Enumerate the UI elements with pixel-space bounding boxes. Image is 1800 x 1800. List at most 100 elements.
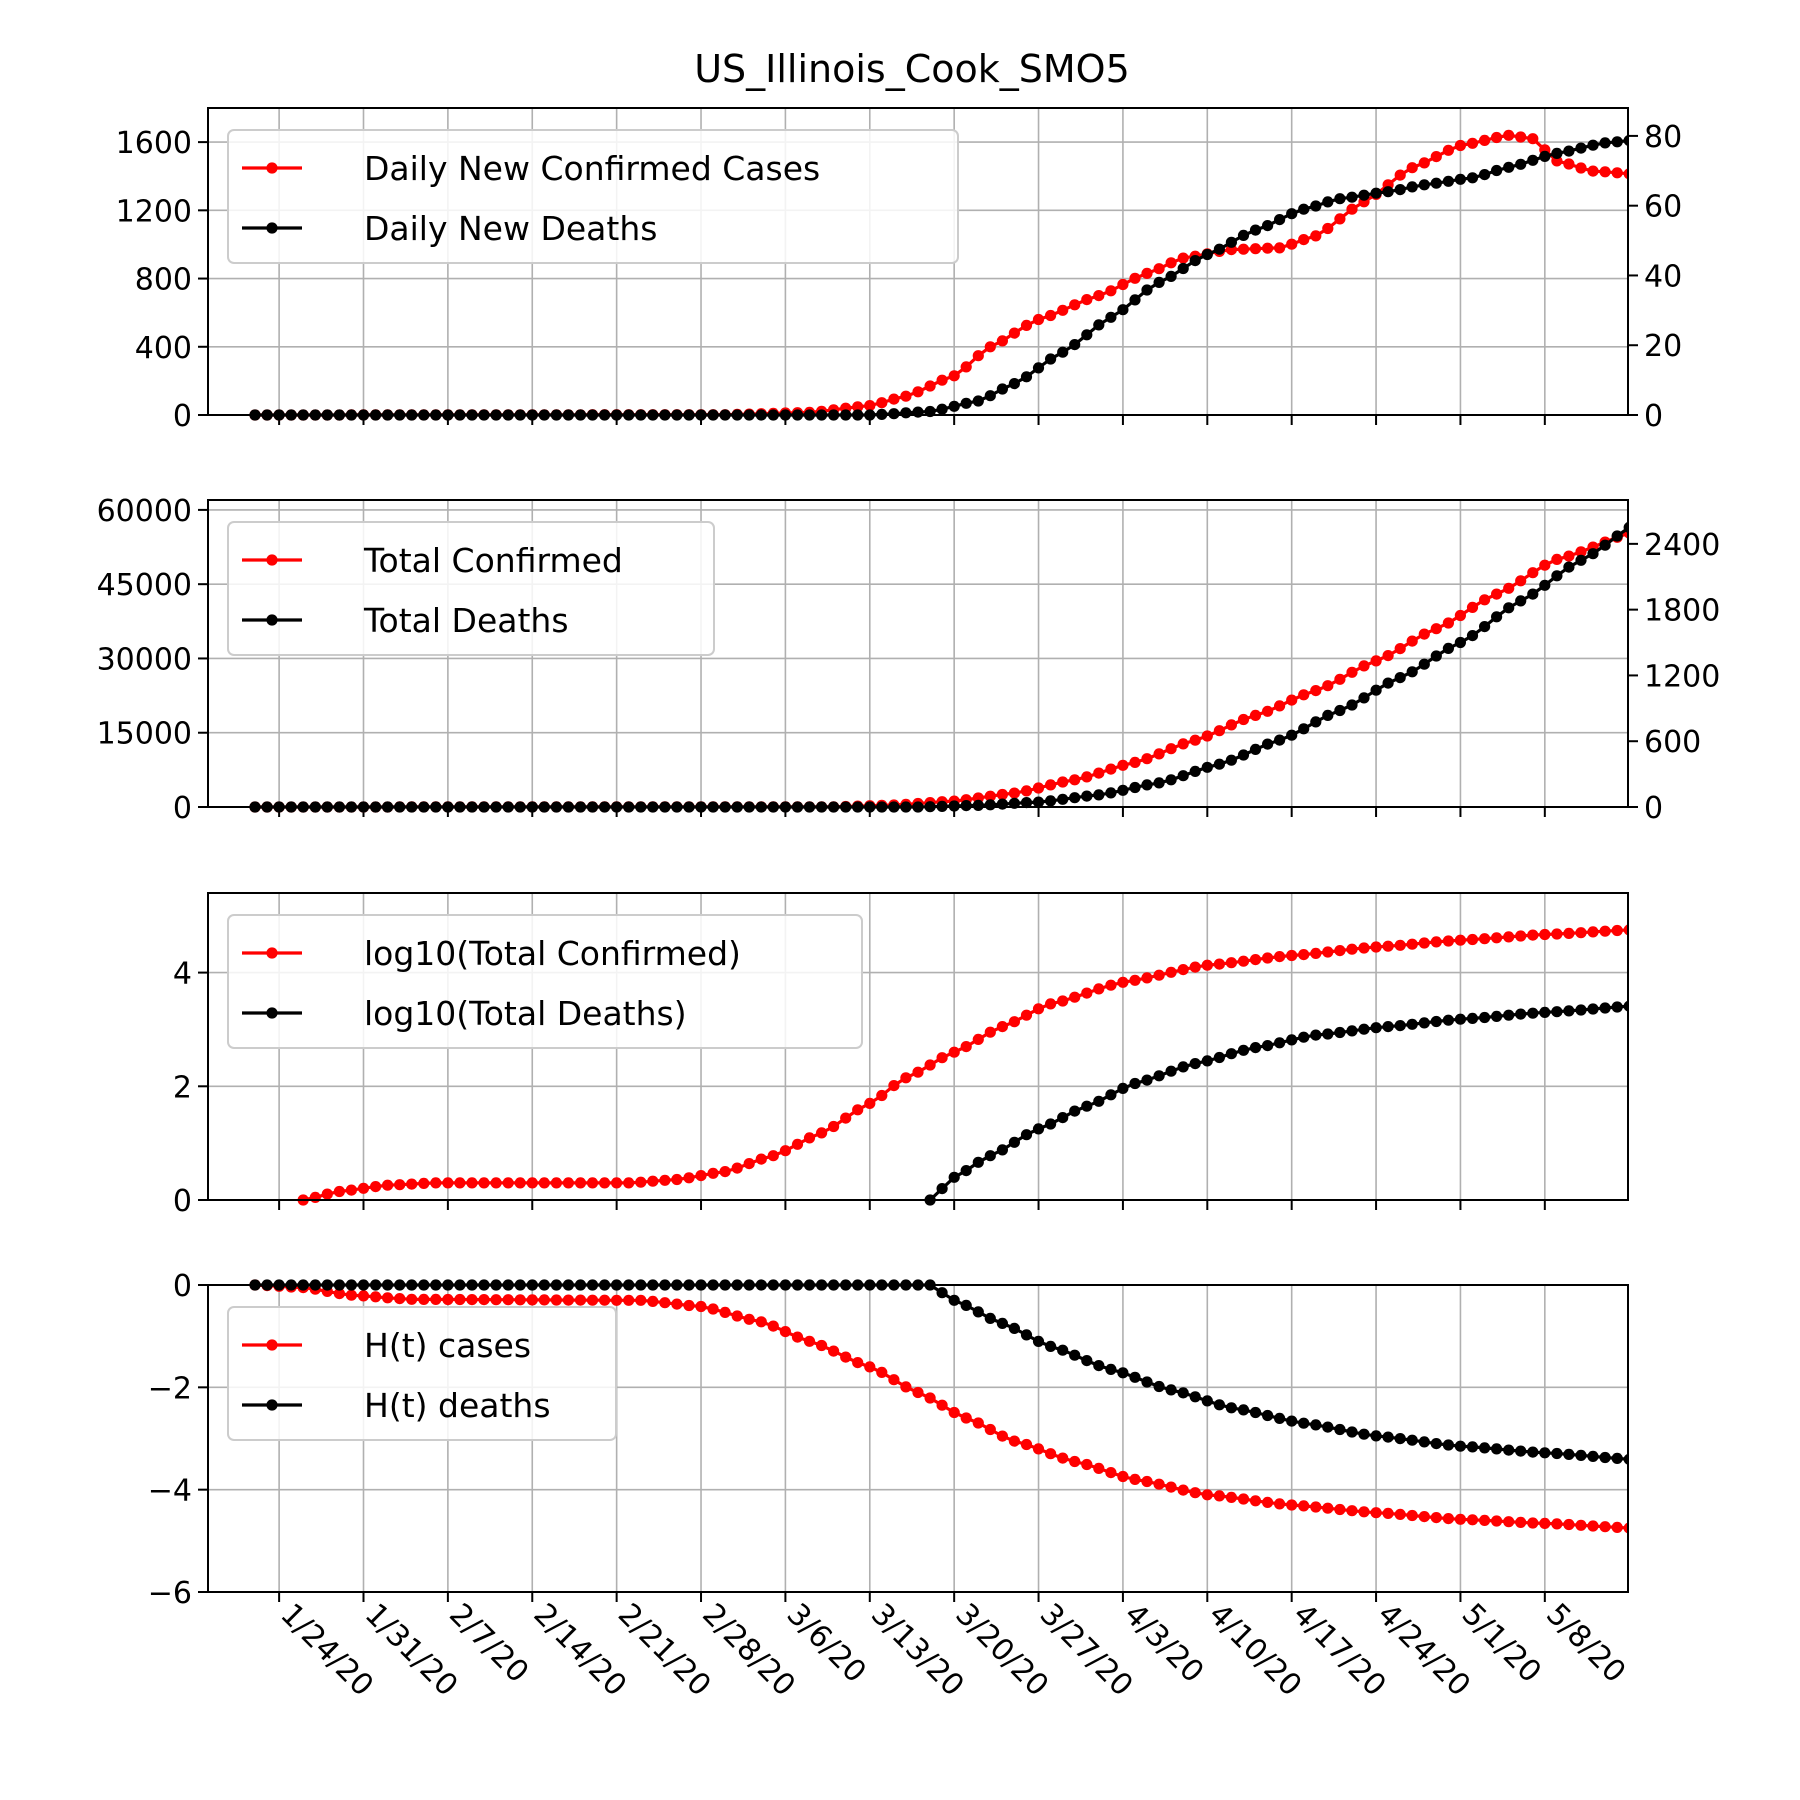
data-point xyxy=(960,1041,972,1053)
data-point xyxy=(1382,677,1394,689)
data-point xyxy=(1322,222,1334,235)
data-point xyxy=(972,799,984,812)
legend-marker xyxy=(266,1399,278,1411)
data-point xyxy=(984,1150,996,1162)
data-point xyxy=(1153,777,1165,789)
data-point xyxy=(1189,734,1201,746)
data-point xyxy=(1093,1095,1105,1107)
data-point xyxy=(1515,1516,1527,1528)
data-point xyxy=(1117,1367,1129,1379)
data-point xyxy=(1262,1496,1274,1508)
data-point xyxy=(1262,738,1274,750)
data-point xyxy=(1454,139,1466,152)
data-point xyxy=(1418,628,1430,640)
data-point xyxy=(1286,208,1298,220)
panel-frame xyxy=(207,499,1629,808)
data-point xyxy=(1165,1384,1177,1396)
data-point xyxy=(1237,713,1250,726)
data-point xyxy=(1225,1048,1237,1060)
data-point xyxy=(1189,1058,1201,1070)
data-point xyxy=(1406,1018,1418,1030)
data-point xyxy=(1527,133,1539,145)
data-point xyxy=(1430,1438,1442,1450)
data-point xyxy=(1045,998,1057,1010)
data-point xyxy=(1479,1442,1491,1454)
data-point xyxy=(1020,785,1033,797)
data-point xyxy=(635,1176,647,1188)
data-point xyxy=(1503,161,1515,173)
data-point xyxy=(1093,789,1105,801)
data-point xyxy=(1045,1448,1057,1460)
data-point xyxy=(526,1177,538,1189)
data-point xyxy=(1322,680,1334,692)
data-point xyxy=(984,1312,996,1324)
data-point xyxy=(1045,779,1057,791)
data-point xyxy=(1575,927,1587,939)
data-point xyxy=(1575,1004,1587,1016)
panel-frame xyxy=(207,892,1629,1201)
legend-label: Daily New Deaths xyxy=(364,209,657,248)
data-point xyxy=(1382,1021,1394,1033)
data-point xyxy=(1454,173,1466,185)
data-point xyxy=(1346,1505,1358,1517)
data-point xyxy=(1081,294,1093,306)
data-point xyxy=(731,1310,743,1322)
data-point xyxy=(816,1127,828,1139)
data-point xyxy=(1117,304,1129,316)
data-point xyxy=(1225,1402,1237,1414)
data-point xyxy=(1153,1380,1165,1393)
data-point xyxy=(1563,145,1575,157)
data-point xyxy=(828,1120,840,1133)
legend-box xyxy=(227,914,863,1049)
data-point xyxy=(1153,1478,1165,1490)
data-point xyxy=(1479,933,1491,945)
legend-label: Total Deaths xyxy=(363,601,569,640)
data-point xyxy=(1587,1003,1599,1015)
data-point xyxy=(1406,666,1418,678)
data-point xyxy=(1057,304,1069,316)
data-point xyxy=(406,1293,418,1305)
data-point xyxy=(683,1299,695,1312)
data-point xyxy=(623,1177,635,1189)
data-point xyxy=(1249,709,1262,722)
data-point xyxy=(1418,179,1430,191)
data-point xyxy=(1057,776,1069,788)
data-point xyxy=(659,1297,671,1309)
data-point xyxy=(1141,1074,1153,1086)
data-point xyxy=(1117,1470,1129,1483)
data-point xyxy=(1623,1453,1628,1465)
data-point xyxy=(1334,1503,1346,1516)
data-point xyxy=(1551,1006,1563,1018)
data-point xyxy=(1298,949,1310,961)
data-point xyxy=(1358,692,1370,704)
data-point xyxy=(1129,781,1141,794)
data-point xyxy=(924,380,936,392)
data-point xyxy=(900,1072,912,1084)
data-point xyxy=(1551,1518,1563,1530)
data-point xyxy=(1237,243,1250,255)
data-point xyxy=(1117,759,1129,771)
data-point xyxy=(1394,1508,1406,1520)
data-point xyxy=(1479,134,1491,146)
data-point xyxy=(1442,617,1454,629)
data-point xyxy=(1322,196,1334,208)
data-point xyxy=(1153,969,1165,981)
data-point xyxy=(1358,1506,1370,1518)
data-point xyxy=(1020,1329,1033,1341)
data-point xyxy=(1346,191,1358,203)
data-point xyxy=(1587,926,1599,938)
data-point xyxy=(430,1293,442,1305)
data-point xyxy=(996,788,1009,801)
data-point xyxy=(1105,979,1117,991)
y-tick-label: 800 xyxy=(135,263,192,298)
data-point xyxy=(1069,792,1081,804)
data-point xyxy=(1189,765,1201,778)
data-point xyxy=(936,403,948,415)
data-point xyxy=(1466,630,1479,642)
data-point xyxy=(1406,1434,1418,1446)
data-point xyxy=(1358,660,1370,672)
data-point xyxy=(1286,1034,1298,1046)
data-point xyxy=(960,800,972,812)
data-point xyxy=(996,1430,1009,1442)
data-point xyxy=(1466,1441,1479,1453)
